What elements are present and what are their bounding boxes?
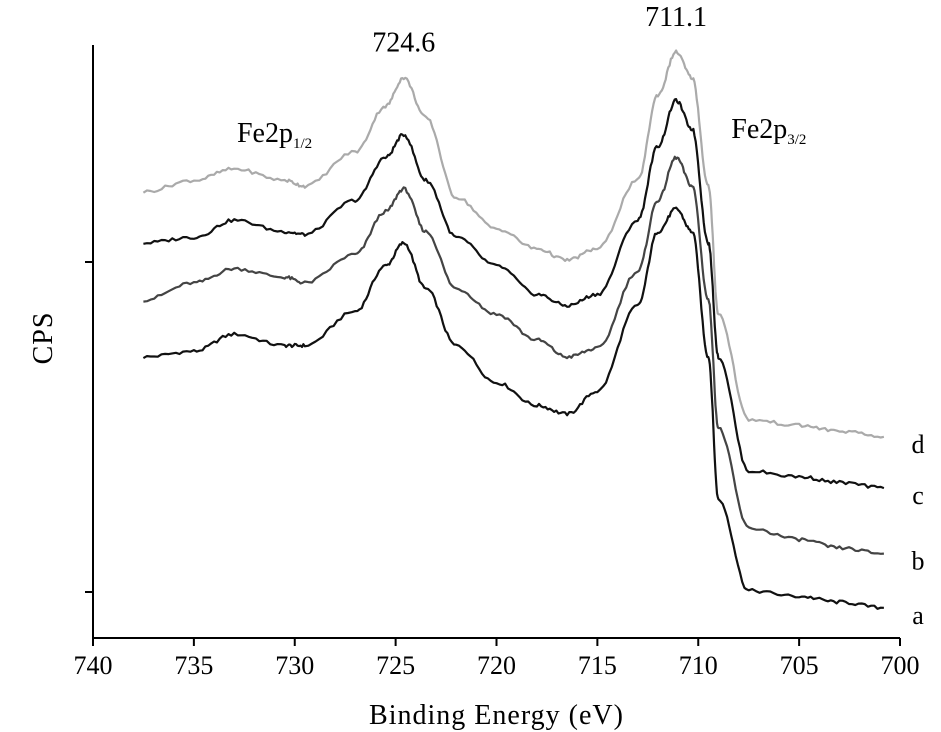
x-ticks: 740 735 730 725 720 715 710 705 700	[74, 638, 920, 680]
x-tick-label-735: 735	[174, 651, 213, 680]
peak-label-2: 711.1	[645, 2, 707, 33]
x-tick-label-720: 720	[477, 651, 516, 680]
series-line-b	[143, 155, 884, 555]
series-line-d	[142, 49, 885, 439]
y-axis-title: CPS	[28, 312, 59, 365]
series-label-b: b	[912, 547, 925, 576]
peak-labels: 724.6 711.1	[372, 2, 707, 59]
peak-label-1: 724.6	[372, 28, 435, 59]
series-labels: ab cd	[912, 430, 925, 630]
fe2p-annotation-2: Fe2p3/2	[731, 114, 806, 148]
series-group	[142, 49, 885, 610]
x-tick-label-700: 700	[881, 651, 920, 680]
annotations: Fe2p1/2 Fe2p3/2	[237, 114, 806, 152]
x-tick-label-710: 710	[679, 651, 718, 680]
series-line-c	[143, 98, 885, 490]
x-tick-label-715: 715	[578, 651, 617, 680]
x-tick-label-730: 730	[275, 651, 314, 680]
fe2p-annotation-1: Fe2p1/2	[237, 118, 312, 152]
series-label-d: d	[912, 430, 925, 459]
x-axis-title: Binding Energy (eV)	[369, 700, 624, 731]
y-ticks	[85, 261, 93, 593]
series-label-c: c	[912, 481, 924, 510]
x-tick-label-740: 740	[74, 651, 113, 680]
series-label-a: a	[912, 601, 924, 630]
x-tick-label-725: 725	[376, 651, 415, 680]
series-line-a	[142, 206, 884, 610]
x-tick-label-705: 705	[780, 651, 819, 680]
